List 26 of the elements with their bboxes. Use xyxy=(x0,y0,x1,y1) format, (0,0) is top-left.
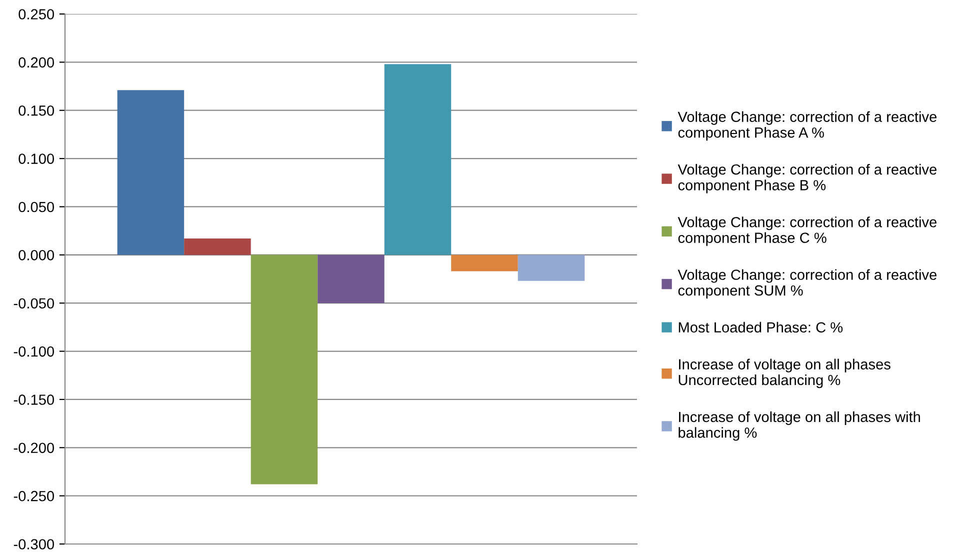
legend-label: Voltage Change: correction of a reactive component Phase C % xyxy=(678,216,936,246)
y-tick-label: 0.050 xyxy=(18,202,54,212)
y-tick-label: -0.150 xyxy=(14,394,54,405)
y-tick-label: -0.200 xyxy=(14,442,54,454)
legend-label: Increase of voltage on all phases Uncorrected balancing % xyxy=(678,358,890,388)
legend-label: Increase of voltage on all phases with balancing % xyxy=(678,411,920,441)
bar xyxy=(184,238,251,255)
y-tick-label: 0.100 xyxy=(18,154,54,164)
y-tick-label: -0.250 xyxy=(14,490,54,502)
y-tick-label: -0.100 xyxy=(14,346,54,357)
y-tick-label: -0.300 xyxy=(14,539,54,550)
bar xyxy=(318,254,384,304)
legend-label: Voltage Change: correction of a reactive component Phase B % xyxy=(678,164,936,194)
y-tick-label: 0.150 xyxy=(18,105,54,116)
y-tick-label: 0.250 xyxy=(18,9,54,20)
bar xyxy=(518,254,585,281)
bar xyxy=(250,254,318,484)
bar xyxy=(384,64,452,255)
bar xyxy=(451,254,518,272)
y-tick-label: 0.200 xyxy=(18,57,54,68)
y-tick-label: 0.000 xyxy=(18,250,54,260)
bar xyxy=(117,90,184,255)
y-tick-label: -0.050 xyxy=(14,298,54,309)
legend-label: Most Loaded Phase: C % xyxy=(678,322,843,333)
legend-label: Voltage Change: correction of a reactive component Phase A % xyxy=(678,111,936,141)
legend-label: Voltage Change: correction of a reactive component SUM % xyxy=(678,269,936,299)
